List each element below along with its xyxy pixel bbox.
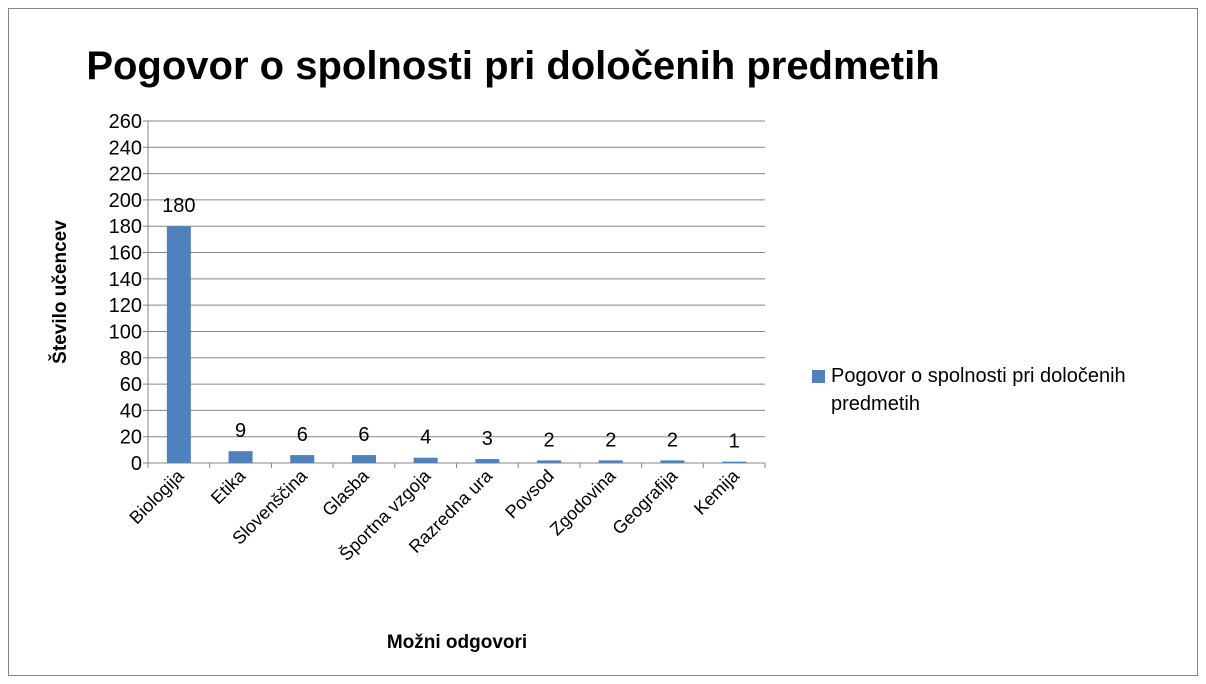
- y-tick-label: 180: [109, 216, 142, 238]
- y-tick-label: 200: [109, 190, 142, 212]
- y-tick-label: 80: [120, 348, 142, 370]
- x-axis-title: Možni odgovori: [387, 632, 527, 653]
- chart-title: Pogovor o spolnosti pri določenih predme…: [86, 44, 939, 88]
- bar: [166, 226, 191, 463]
- y-tick-label: 40: [120, 400, 142, 422]
- data-label: 6: [358, 424, 369, 446]
- y-tick-label: 140: [109, 269, 142, 291]
- legend-swatch: [812, 370, 825, 383]
- legend-label: Pogovor o spolnosti pri določenih predme…: [831, 365, 1126, 415]
- data-label: 9: [235, 420, 246, 442]
- data-label: 3: [482, 428, 493, 450]
- y-tick-label: 120: [109, 295, 142, 317]
- bar: [537, 460, 562, 463]
- data-label: 6: [297, 424, 308, 446]
- bar: [598, 460, 623, 463]
- y-tick-label: 220: [109, 164, 142, 186]
- y-tick-label: 0: [131, 453, 142, 475]
- bar: [475, 459, 500, 463]
- data-label: 180: [162, 195, 195, 217]
- data-label: 2: [543, 429, 554, 451]
- bar: [722, 461, 747, 463]
- data-label: 2: [667, 429, 678, 451]
- data-label: 1: [729, 431, 740, 453]
- y-tick-label: 260: [109, 111, 142, 133]
- y-tick-label: 240: [109, 137, 142, 159]
- bar: [290, 455, 315, 463]
- y-axis-title: Število učencev: [49, 220, 71, 364]
- data-label: 4: [420, 427, 431, 449]
- chart-frame: [8, 8, 1198, 676]
- y-tick-label: 100: [109, 321, 142, 343]
- y-tick-label: 160: [109, 243, 142, 265]
- bar: [351, 455, 376, 463]
- y-tick-label: 60: [120, 374, 142, 396]
- y-tick-label: 20: [120, 427, 142, 449]
- bar: [413, 457, 438, 463]
- data-label: 2: [605, 429, 616, 451]
- bar: [660, 460, 685, 463]
- legend: Pogovor o spolnosti pri določenih predme…: [812, 362, 1192, 418]
- bar: [228, 451, 253, 463]
